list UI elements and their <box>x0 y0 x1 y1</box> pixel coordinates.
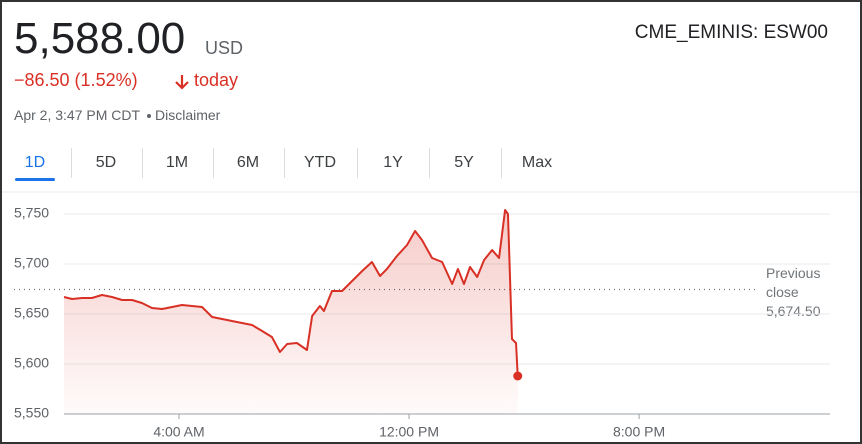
tab-separator <box>141 148 143 178</box>
range-tab[interactable]: 1M <box>165 154 189 171</box>
tab-separator <box>500 148 502 178</box>
previous-close-text: Previous close <box>766 265 821 300</box>
y-tick-label: 5,750 <box>14 205 49 221</box>
tab-separator <box>70 148 72 178</box>
x-tick-label: 12:00 PM <box>379 424 439 440</box>
range-tab[interactable]: 1D <box>24 154 46 171</box>
tab-separator <box>356 148 358 178</box>
x-tick-label: 4:00 AM <box>153 424 204 440</box>
tab-separator <box>284 148 285 178</box>
range-tab[interactable]: 6M <box>236 154 260 171</box>
area-fill <box>64 210 518 414</box>
tab-separator <box>428 148 430 178</box>
previous-close-label: Previous close 5,674.50 <box>766 264 836 321</box>
disclaimer-link[interactable]: Disclaimer <box>155 107 221 123</box>
x-tick-label: 8:00 PM <box>613 424 665 440</box>
price: 5,588.00 <box>14 14 186 63</box>
timestamp: Apr 2, 3:47 PM CDT <box>14 107 141 123</box>
range-tab[interactable]: 1Y <box>383 154 403 171</box>
down-arrow <box>175 75 189 90</box>
previous-close-value: 5,674.50 <box>766 303 821 319</box>
y-tick-label: 5,650 <box>14 305 49 321</box>
y-tick-label: 5,600 <box>14 355 49 371</box>
y-tick-label: 5,550 <box>14 405 49 421</box>
range-tab[interactable]: YTD <box>304 154 336 171</box>
currency: USD <box>205 38 244 58</box>
range-tab[interactable]: Max <box>521 154 553 171</box>
price-change: −86.50 (1.52%) <box>14 70 138 90</box>
separator-dot <box>147 114 151 118</box>
y-tick-label: 5,700 <box>14 255 49 271</box>
change-period: today <box>194 70 239 90</box>
symbol: CME_EMINIS: ESW00 <box>634 22 828 43</box>
last-point <box>513 371 523 381</box>
selected-tab-underline <box>15 178 55 181</box>
range-tab[interactable]: 5Y <box>454 154 474 171</box>
price-line <box>63 209 519 377</box>
tab-separator <box>212 148 214 178</box>
range-tab[interactable]: 5D <box>95 154 117 171</box>
